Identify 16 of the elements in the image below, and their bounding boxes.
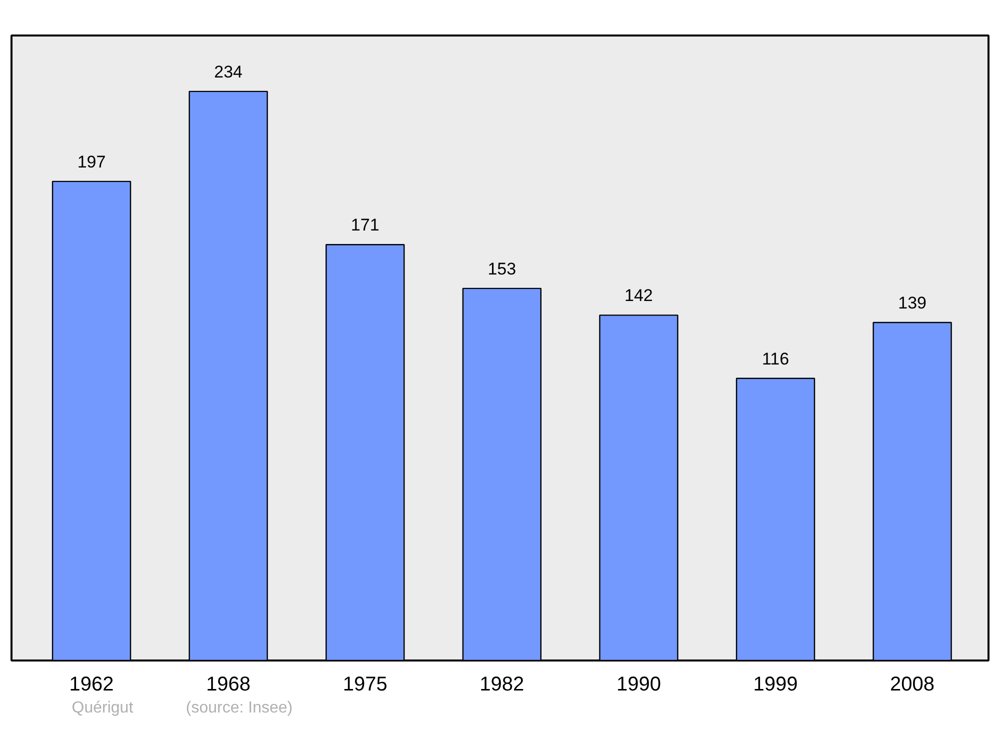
data-label: 116: [762, 349, 790, 368]
x-tick-label: 1990: [616, 674, 661, 696]
x-tick-label: 1962: [69, 674, 114, 696]
data-label: 234: [214, 62, 243, 82]
x-tick-label: 1968: [206, 674, 251, 696]
data-label: 139: [898, 293, 926, 312]
data-label: 142: [624, 286, 653, 306]
text: Quérigut: [72, 700, 134, 716]
data-label: 171: [350, 216, 380, 235]
x-tick-label: 1982: [480, 674, 524, 696]
data-label: 197: [77, 152, 106, 172]
x-tick-label: 1999: [753, 674, 798, 696]
x-tick-label: 1975: [342, 674, 388, 696]
text: (source: Insee): [186, 700, 293, 716]
data-label: 153: [488, 259, 516, 278]
x-tick-label: 2008: [890, 674, 935, 696]
